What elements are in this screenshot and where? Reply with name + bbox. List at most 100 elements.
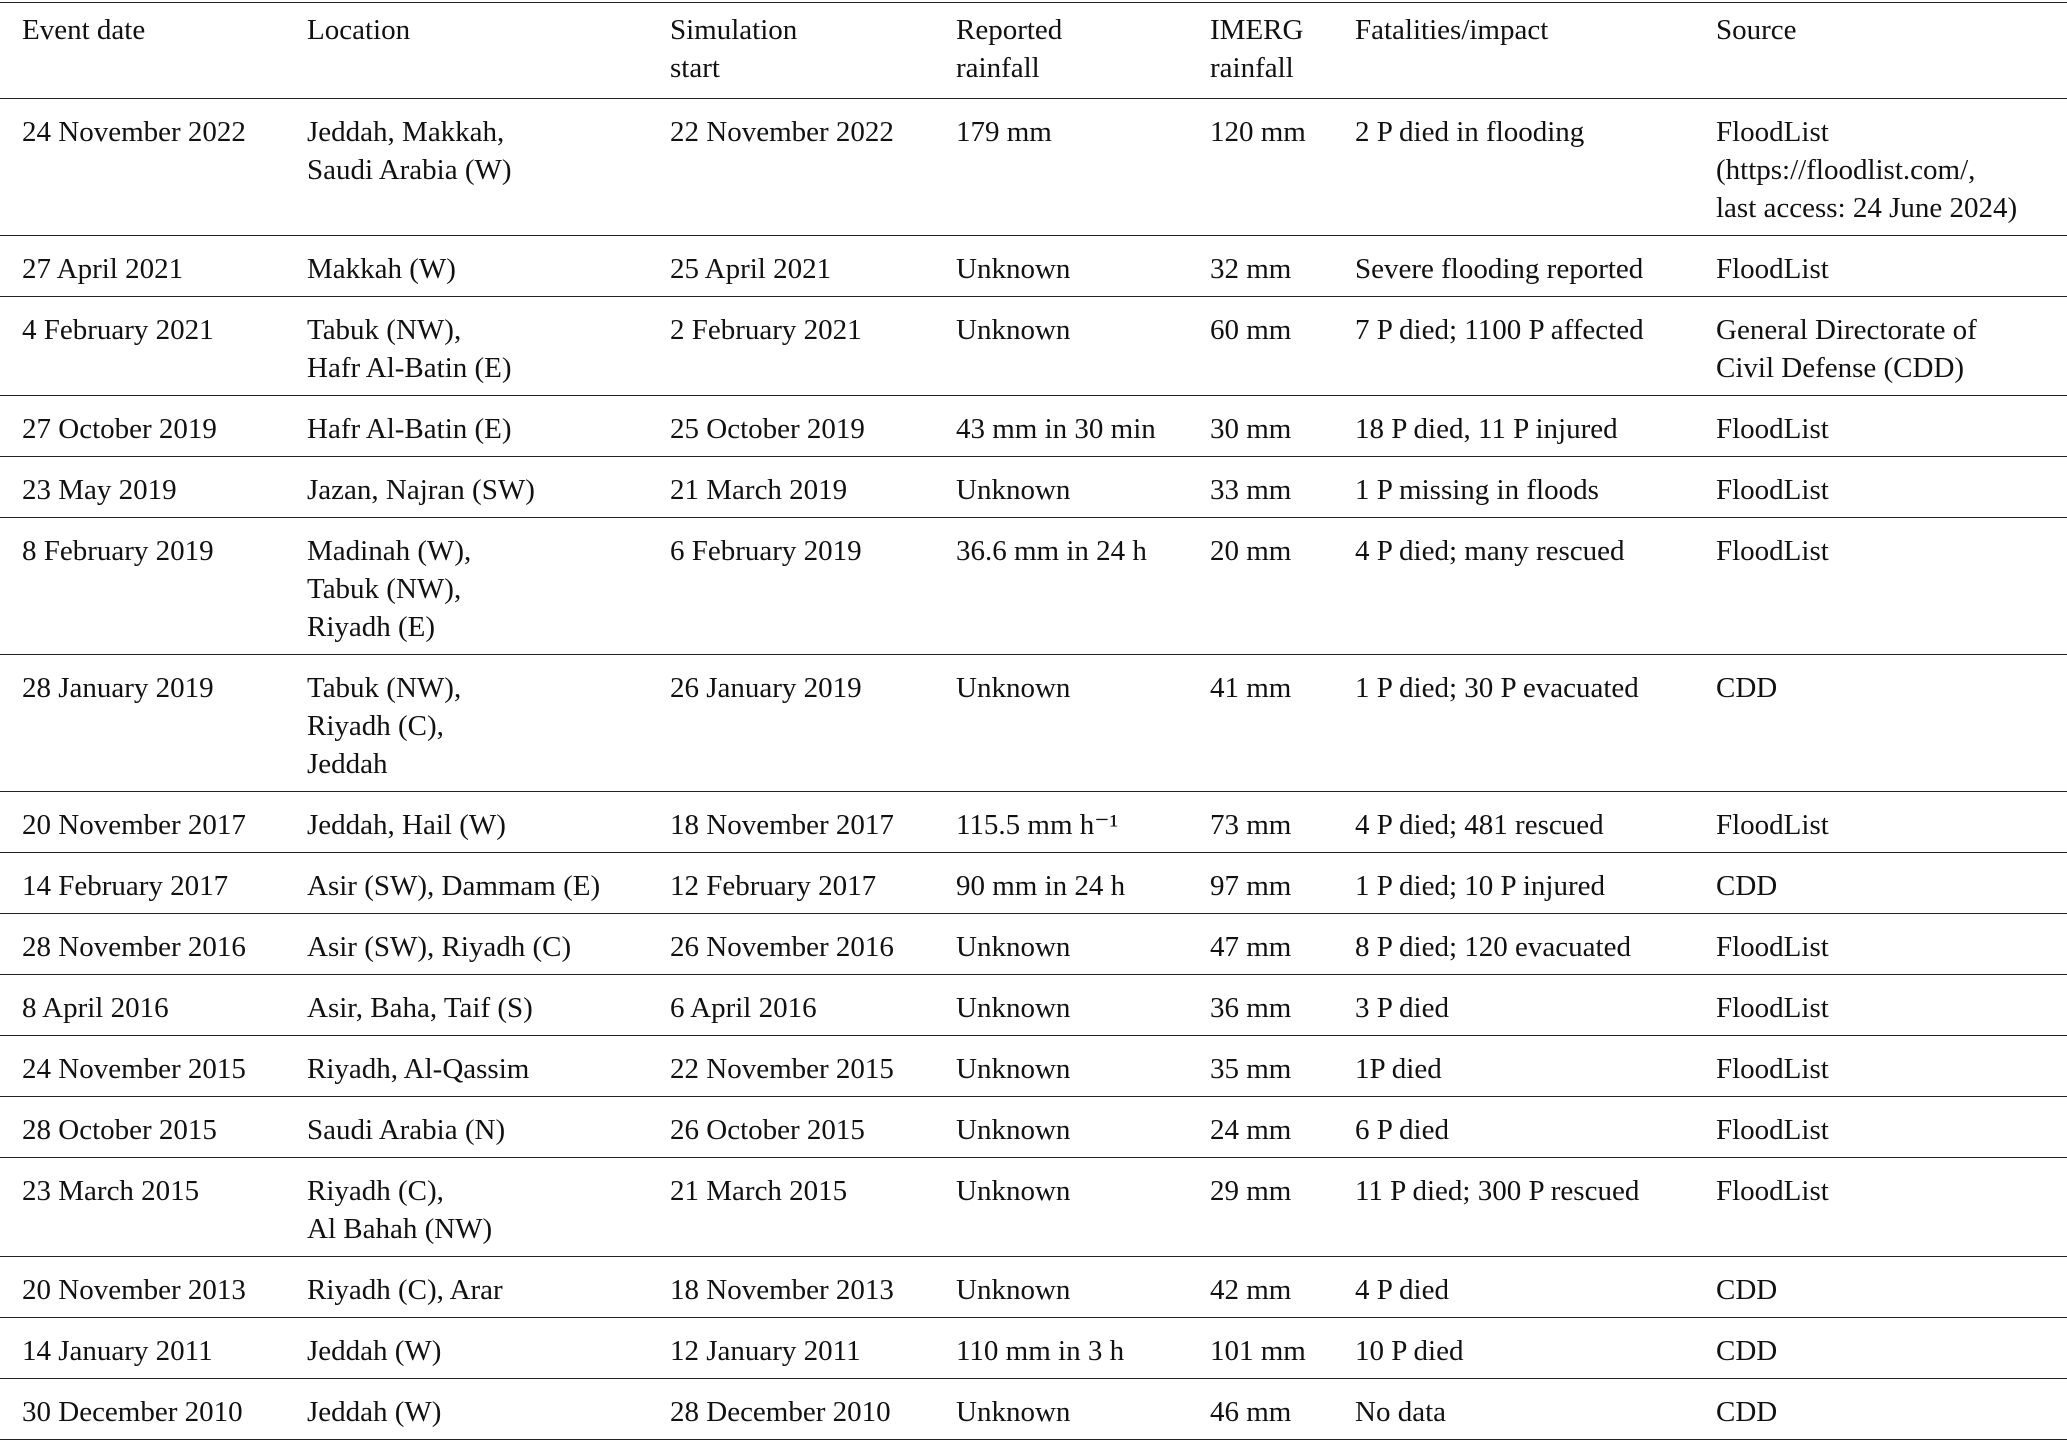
- cell-line: 7 P died; 1100 P affected: [1355, 314, 1644, 346]
- cell-line: 4 P died: [1355, 1274, 1449, 1306]
- cell-line: General Directorate of: [1716, 314, 1977, 346]
- table-cell: 28 October 2015: [0, 1096, 307, 1158]
- table-cell: Jeddah (W): [307, 1317, 670, 1379]
- cell-line: Unknown: [956, 1053, 1071, 1085]
- table-cell: 3 P died: [1355, 974, 1716, 1036]
- cell-line: Unknown: [956, 672, 1071, 704]
- table-row: 23 May 2019 Jazan, Najran (SW) 21 March 20…: [0, 456, 2067, 518]
- cell-line: IMERG: [1210, 14, 1304, 46]
- cell-line: 14 January 2011: [22, 1335, 213, 1367]
- cell-line: CDD: [1716, 1274, 1778, 1306]
- cell-line: Unknown: [956, 1274, 1071, 1306]
- cell-line: Unknown: [956, 474, 1071, 506]
- table-cell: Unknown: [956, 1035, 1210, 1097]
- cell-line: Riyadh, Al-Qassim: [307, 1053, 530, 1085]
- cell-line: CDD: [1716, 672, 1778, 704]
- table-cell: 7 P died; 1100 P affected: [1355, 296, 1716, 396]
- table-row: 28 November 2016 Asir (SW), Riyadh (C) 26 …: [0, 913, 2067, 975]
- cell-line: 179 mm: [956, 116, 1052, 148]
- cell-line: 28 October 2015: [22, 1114, 217, 1146]
- table-cell: Unknown: [956, 974, 1210, 1036]
- table-cell: FloodList: [1716, 517, 2067, 655]
- table-row: 4 February 2021 Tabuk (NW), Hafr Al-Batin …: [0, 296, 2067, 396]
- cell-line: 120 mm: [1210, 116, 1306, 148]
- table-cell: Riyadh (C), Arar: [307, 1256, 670, 1318]
- table-cell: No data: [1355, 1378, 1716, 1440]
- cell-line: 8 February 2019: [22, 535, 214, 567]
- cell-line: Asir, Baha, Taif (S): [307, 992, 533, 1024]
- cell-line: 20 November 2017: [22, 809, 246, 841]
- cell-line: Unknown: [956, 314, 1071, 346]
- cell-line: 20 November 2013: [22, 1274, 246, 1306]
- cell-line: Tabuk (NW),: [307, 672, 462, 704]
- table-cell: General Directorate of Civil Defense (CDD…: [1716, 296, 2067, 396]
- cell-line: 90 mm in 24 h: [956, 870, 1126, 902]
- table-cell: Madinah (W), Tabuk (NW), Riyadh (E): [307, 517, 670, 655]
- cell-line: FloodList: [1716, 116, 1829, 148]
- cell-line: 101 mm: [1210, 1335, 1306, 1367]
- table-cell: Unknown: [956, 1256, 1210, 1318]
- table-cell: 23 May 2019: [0, 456, 307, 518]
- cell-line: 10 P died: [1355, 1335, 1464, 1367]
- table-cell: FloodList: [1716, 1035, 2067, 1097]
- table-cell: FloodList: [1716, 974, 2067, 1036]
- table-cell: 1 P died; 10 P injured: [1355, 852, 1716, 914]
- cell-line: Fatalities/impact: [1355, 14, 1549, 46]
- cell-line: Jeddah: [307, 748, 388, 780]
- cell-line: 30 mm: [1210, 413, 1292, 445]
- table-cell: 20 November 2013: [0, 1256, 307, 1318]
- table-cell: 4 P died; many rescued: [1355, 517, 1716, 655]
- cell-line: last access: 24 June 2024): [1716, 192, 2018, 224]
- cell-line: CDD: [1716, 1335, 1778, 1367]
- table-cell: 90 mm in 24 h: [956, 852, 1210, 914]
- cell-line: Asir (SW), Riyadh (C): [307, 931, 572, 963]
- table-cell: 73 mm: [1210, 791, 1355, 853]
- cell-line: Riyadh (C),: [307, 1175, 444, 1207]
- cell-line: Unknown: [956, 992, 1071, 1024]
- cell-line: 28 December 2010: [670, 1396, 891, 1428]
- table-cell: Tabuk (NW), Hafr Al-Batin (E): [307, 296, 670, 396]
- cell-line: Event date: [22, 14, 146, 46]
- table-cell: FloodList: [1716, 1157, 2067, 1257]
- table-cell: 101 mm: [1210, 1317, 1355, 1379]
- header-cell: Source: [1716, 2, 2067, 99]
- header-cell: Event date: [0, 2, 307, 99]
- cell-line: Severe flooding reported: [1355, 253, 1644, 285]
- table-cell: FloodList: [1716, 235, 2067, 297]
- table-cell: 42 mm: [1210, 1256, 1355, 1318]
- cell-line: 6 April 2016: [670, 992, 817, 1024]
- table-cell: 26 November 2016: [670, 913, 956, 975]
- table-cell: Unknown: [956, 1378, 1210, 1440]
- cell-line: 2 P died in flooding: [1355, 116, 1585, 148]
- table-cell: 1 P missing in floods: [1355, 456, 1716, 518]
- table-row: 23 March 2015 Riyadh (C), Al Bahah (NW) 21 …: [0, 1157, 2067, 1257]
- table-cell: 20 mm: [1210, 517, 1355, 655]
- table-cell: 21 March 2019: [670, 456, 956, 518]
- table-cell: 24 mm: [1210, 1096, 1355, 1158]
- table-row: 30 December 2010 Jeddah (W) 28 December 20…: [0, 1378, 2067, 1440]
- table-cell: 12 February 2017: [670, 852, 956, 914]
- table-cell: 27 April 2021: [0, 235, 307, 297]
- cell-line: 11 P died; 300 P rescued: [1355, 1175, 1640, 1207]
- table-cell: Jeddah (W): [307, 1378, 670, 1440]
- table-cell: 4 P died: [1355, 1256, 1716, 1318]
- table-cell: 22 November 2015: [670, 1035, 956, 1097]
- cell-line: FloodList: [1716, 1053, 1829, 1085]
- cell-line: 6 P died: [1355, 1114, 1449, 1146]
- header-cell: IMERG rainfall: [1210, 2, 1355, 99]
- table-cell: 115.5 mm h⁻¹: [956, 791, 1210, 853]
- table-row: 27 October 2019 Hafr Al-Batin (E) 25 Octob…: [0, 395, 2067, 457]
- table-cell: 8 February 2019: [0, 517, 307, 655]
- table-cell: Asir (SW), Dammam (E): [307, 852, 670, 914]
- table-cell: CDD: [1716, 852, 2067, 914]
- cell-line: 36 mm: [1210, 992, 1292, 1024]
- table-cell: 1P died: [1355, 1035, 1716, 1097]
- table-row: 8 April 2016 Asir, Baha, Taif (S) 6 April …: [0, 974, 2067, 1036]
- table-cell: 60 mm: [1210, 296, 1355, 396]
- cell-line: 26 November 2016: [670, 931, 894, 963]
- cell-line: FloodList: [1716, 931, 1829, 963]
- cell-line: Tabuk (NW),: [307, 573, 462, 605]
- table-cell: 20 November 2017: [0, 791, 307, 853]
- table-cell: Unknown: [956, 456, 1210, 518]
